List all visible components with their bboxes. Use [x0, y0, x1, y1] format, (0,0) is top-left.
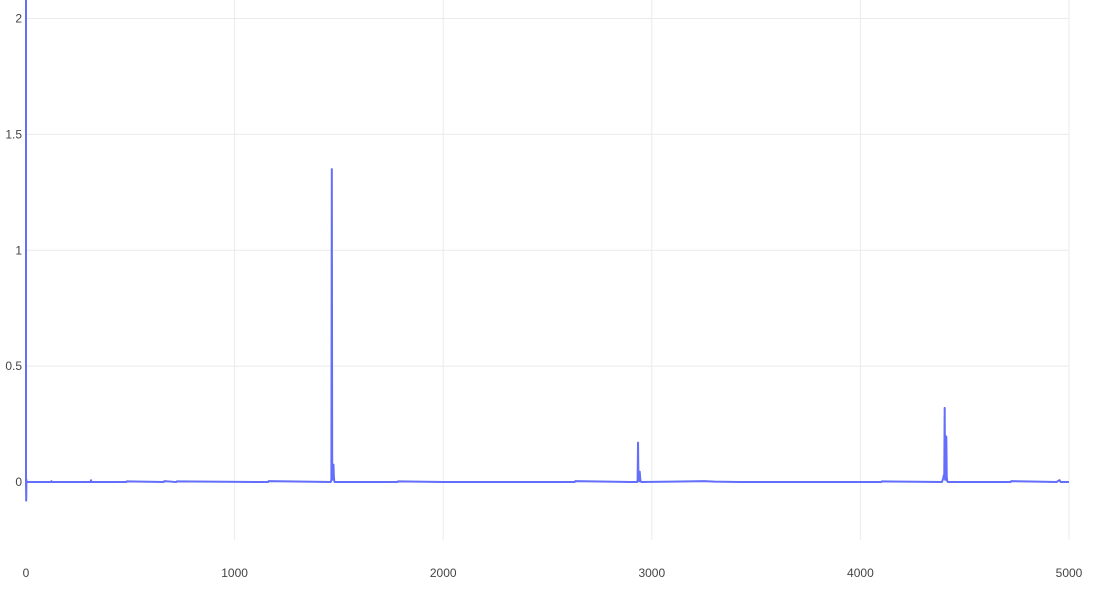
grid: [26, 0, 1070, 540]
x-tick-label: 2000: [430, 566, 457, 580]
axis-ticks: 0 0.5 1 1.5 2 0 1000 2000 3000 4000 5000: [5, 12, 1082, 580]
y-tick-label: 0: [15, 475, 22, 489]
y-tick-label: 1.5: [5, 127, 22, 141]
x-tick-label: 5000: [1056, 566, 1083, 580]
x-tick-label: 0: [23, 566, 30, 580]
y-tick-label: 0.5: [5, 359, 22, 373]
series-line: [25, 168, 1069, 502]
y-tick-label: 2: [15, 12, 22, 26]
x-tick-label: 3000: [638, 566, 665, 580]
x-tick-label: 1000: [221, 566, 248, 580]
x-tick-label: 4000: [847, 566, 874, 580]
series-layer: [25, 0, 1069, 502]
y-tick-label: 1: [15, 243, 22, 257]
